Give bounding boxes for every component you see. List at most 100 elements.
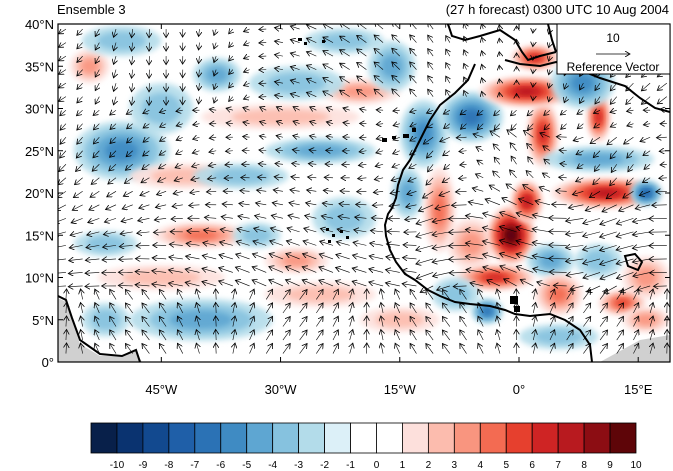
wind-vector	[357, 24, 367, 30]
wind-vector	[202, 282, 217, 287]
wind-vector	[432, 259, 450, 262]
wind-vector	[532, 242, 551, 245]
wind-vector	[319, 267, 334, 273]
wind-vector	[127, 124, 133, 129]
wind-vector	[442, 289, 451, 300]
wind-vector	[460, 289, 467, 300]
wind-vector	[426, 289, 434, 300]
wind-vector	[332, 289, 338, 300]
wind-vector	[309, 136, 317, 137]
wind-vector	[449, 218, 467, 219]
wind-vector	[196, 343, 199, 354]
wind-vector	[274, 177, 283, 178]
reference-vector-magnitude: 10	[606, 31, 620, 45]
wind-vector	[573, 137, 584, 140]
wind-vector	[373, 191, 384, 192]
wind-vector	[176, 124, 183, 126]
wind-vector	[395, 289, 401, 300]
wind-vector	[306, 79, 317, 83]
colorbar-swatch	[220, 422, 248, 454]
wind-vector	[549, 343, 555, 354]
wind-vector	[626, 177, 634, 185]
wind-vector	[196, 330, 199, 341]
wind-vector	[600, 218, 617, 224]
wind-vector	[214, 42, 216, 49]
wind-vector	[226, 123, 233, 124]
wind-vector	[600, 258, 617, 265]
wind-vector	[326, 122, 334, 124]
wind-vector	[75, 177, 83, 185]
wind-vector	[110, 123, 117, 130]
wind-vector	[225, 164, 233, 165]
wind-vector	[95, 330, 100, 341]
anomaly-contour	[86, 235, 126, 252]
wind-vector	[594, 164, 601, 171]
wind-vector	[58, 204, 67, 210]
wind-vector	[576, 151, 584, 155]
wind-vector	[229, 43, 233, 48]
wind-vector	[499, 240, 517, 246]
wind-vector	[302, 280, 317, 287]
wind-vector	[381, 302, 383, 314]
wind-vector	[104, 218, 117, 222]
wind-vector	[160, 137, 167, 141]
wind-vector	[157, 191, 167, 194]
wind-vector	[233, 329, 235, 341]
wind-vector	[632, 245, 651, 248]
wind-vector	[290, 190, 300, 192]
wind-vector	[528, 157, 534, 165]
wind-vector	[160, 124, 167, 127]
wind-vector	[460, 330, 467, 341]
wind-vector	[256, 203, 267, 205]
wind-vector	[650, 330, 653, 341]
wind-vector	[626, 96, 634, 105]
wind-vector	[320, 241, 334, 246]
wind-vector	[58, 285, 66, 287]
wind-vector	[406, 205, 417, 207]
wind-vector	[199, 69, 200, 77]
anomaly-contour	[462, 109, 481, 125]
wind-vector	[59, 43, 67, 48]
wind-vector	[577, 110, 584, 114]
wind-vector	[286, 266, 300, 273]
anomaly-contour	[635, 314, 657, 326]
wind-vector	[143, 124, 150, 128]
wind-vector	[410, 24, 417, 30]
wind-vector	[243, 136, 250, 137]
colorbar-label: 1	[400, 460, 406, 471]
wind-vector	[73, 191, 83, 197]
wind-vector	[77, 69, 83, 76]
wind-vector	[202, 255, 217, 259]
wind-vector	[623, 191, 634, 198]
wind-vector	[494, 109, 501, 115]
wind-vector	[114, 28, 116, 37]
wind-vector	[593, 110, 601, 113]
wind-vector	[66, 316, 67, 327]
wind-vector	[650, 289, 653, 300]
wind-vector	[395, 343, 401, 354]
wind-vector	[169, 257, 183, 259]
wind-vector	[316, 303, 323, 314]
colorbar-swatch	[116, 422, 144, 454]
wind-vector	[409, 164, 417, 168]
wind-vector	[627, 110, 634, 111]
anomaly-contour	[516, 88, 537, 95]
wind-vector	[122, 205, 133, 209]
wind-vector	[265, 343, 272, 354]
wind-vector	[376, 137, 384, 139]
wind-vector	[257, 190, 267, 191]
wind-vector	[259, 150, 267, 151]
wind-vector	[560, 164, 567, 165]
colorbar-swatch	[453, 422, 481, 454]
wind-vector	[199, 96, 200, 104]
wind-vector	[71, 218, 83, 222]
wind-vector	[426, 303, 434, 314]
wind-vector	[511, 156, 517, 165]
wind-vector	[80, 329, 82, 341]
wind-vector	[336, 254, 350, 260]
wind-vector	[306, 65, 317, 69]
wind-vector	[610, 124, 617, 127]
wind-vector	[95, 96, 99, 104]
wind-vector	[275, 163, 283, 164]
anomaly-contour	[324, 205, 364, 232]
